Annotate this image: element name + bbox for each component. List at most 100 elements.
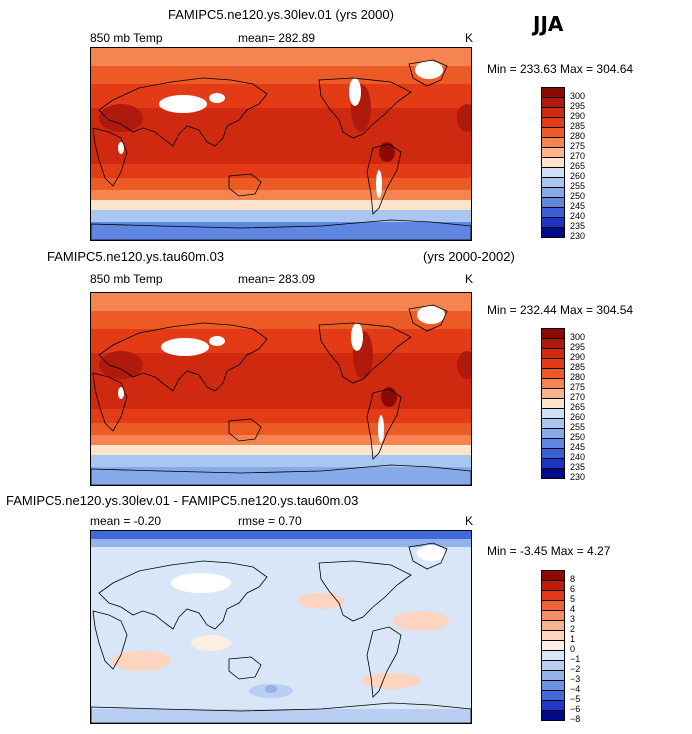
coastline xyxy=(98,322,268,392)
colorbar-label: 245 xyxy=(570,442,586,452)
colorbar-label: −1 xyxy=(570,654,581,664)
contour-band xyxy=(91,311,471,329)
colorbar-swatch xyxy=(541,138,565,148)
colorbar-label: 290 xyxy=(570,352,586,362)
colorbar-swatch xyxy=(541,369,565,379)
colorbar-swatch xyxy=(541,701,565,711)
colorbar-label: 250 xyxy=(570,191,586,201)
colorbar-swatch xyxy=(541,349,565,359)
colorbar-label: 3 xyxy=(570,614,576,624)
contour-band xyxy=(91,353,471,409)
coastline xyxy=(92,127,128,187)
colorbar-label: 265 xyxy=(570,402,586,412)
contour-band xyxy=(91,435,471,445)
colorbar-swatch xyxy=(541,570,565,581)
colorbar-swatch xyxy=(541,591,565,601)
coastline xyxy=(92,372,128,432)
colorbar-swatch xyxy=(541,439,565,449)
contour-region xyxy=(361,673,421,689)
colorbar-swatch xyxy=(541,449,565,459)
contour-band xyxy=(91,164,471,178)
colorbar-swatch xyxy=(541,328,565,339)
colorbar-swatch xyxy=(541,601,565,611)
panel2-title: FAMIPC5.ne120.ys.tau60m.03 xyxy=(47,249,225,264)
coastline xyxy=(408,542,448,570)
contour-region xyxy=(265,685,277,693)
colorbar-label: 255 xyxy=(570,422,586,432)
contour-band xyxy=(91,409,471,423)
colorbar-label: 280 xyxy=(570,372,586,382)
missing-data-region xyxy=(209,336,225,346)
missing-data-region xyxy=(417,545,445,561)
contour-region xyxy=(379,142,395,162)
colorbar-swatch xyxy=(541,631,565,641)
colorbar-label: 290 xyxy=(570,111,586,121)
colorbar-label: 245 xyxy=(570,201,586,211)
panel2-units: K xyxy=(465,272,474,286)
contour-band xyxy=(91,423,471,435)
colorbar-swatch xyxy=(541,168,565,178)
colorbar-label: 2 xyxy=(570,624,576,634)
colorbar-label: −5 xyxy=(570,694,581,704)
colorbar-label: 250 xyxy=(570,432,586,442)
colorbar-label: −3 xyxy=(570,674,581,684)
coastline xyxy=(366,143,402,215)
coastline xyxy=(228,656,262,680)
colorbar-swatch xyxy=(541,218,565,228)
colorbar-swatch xyxy=(541,178,565,188)
contour-region xyxy=(111,651,171,671)
missing-data-region xyxy=(118,142,124,154)
colorbar-swatch xyxy=(541,651,565,661)
colorbar-swatch xyxy=(541,128,565,138)
panel1-title: FAMIPC5.ne120.ys.30lev.01 (yrs 2000) xyxy=(168,7,394,22)
colorbar-label: 230 xyxy=(570,231,586,241)
colorbar-label: 265 xyxy=(570,161,586,171)
contour-band xyxy=(91,178,471,190)
contour-region xyxy=(99,104,143,132)
season-label: JJA xyxy=(533,12,564,36)
contour-region xyxy=(457,351,471,379)
panel3-rmse: rmse = 0.70 xyxy=(238,514,302,528)
colorbar-label: 235 xyxy=(570,462,586,472)
contour-band xyxy=(91,293,471,311)
colorbar-swatch xyxy=(541,581,565,591)
colorbar-swatch xyxy=(541,98,565,108)
panel2-years: (yrs 2000-2002) xyxy=(423,249,515,264)
missing-data-region xyxy=(209,93,225,103)
contour-region xyxy=(457,104,471,132)
missing-data-region xyxy=(417,306,445,324)
contour-band xyxy=(91,329,471,353)
colorbar-label: 275 xyxy=(570,141,586,151)
contour-band xyxy=(91,210,471,222)
colorbar-swatch xyxy=(541,148,565,158)
panel3-minmax: Min = -3.45 Max = 4.27 xyxy=(487,544,611,558)
colorbar-swatch xyxy=(541,711,565,721)
colorbar-swatch xyxy=(541,208,565,218)
panel2-colorbar: 300 295 290 285 280 275 270 265 260 255 250 245 240 2… xyxy=(541,328,585,482)
colorbar-label: 230 xyxy=(570,472,586,482)
coastline xyxy=(228,173,262,197)
contour-band xyxy=(91,108,471,164)
missing-data-region xyxy=(376,170,382,198)
contour-band xyxy=(91,84,471,108)
panel1-minmax: Min = 233.63 Max = 304.64 xyxy=(487,62,634,76)
colorbar-swatch xyxy=(541,641,565,651)
contour-band xyxy=(91,66,471,84)
colorbar-label: −8 xyxy=(570,714,581,724)
colorbar-label: 6 xyxy=(570,584,576,594)
coastline xyxy=(318,322,412,384)
panel2-mean: mean= 283.09 xyxy=(238,272,316,286)
colorbar-label: 240 xyxy=(570,452,586,462)
contour-region xyxy=(393,611,449,631)
panel3-title: FAMIPC5.ne120.ys.30lev.01 - FAMIPC5.ne12… xyxy=(6,493,359,508)
panel2-variable: 850 mb Temp xyxy=(90,272,163,286)
colorbar-label: 300 xyxy=(570,91,586,101)
colorbar-label: 5 xyxy=(570,594,576,604)
contour-region xyxy=(99,351,143,379)
colorbar-label: 235 xyxy=(570,221,586,231)
contour-region xyxy=(191,635,231,651)
colorbar-swatch xyxy=(541,87,565,98)
panel3-map xyxy=(90,530,472,724)
colorbar-swatch xyxy=(541,409,565,419)
coastline xyxy=(91,702,471,723)
